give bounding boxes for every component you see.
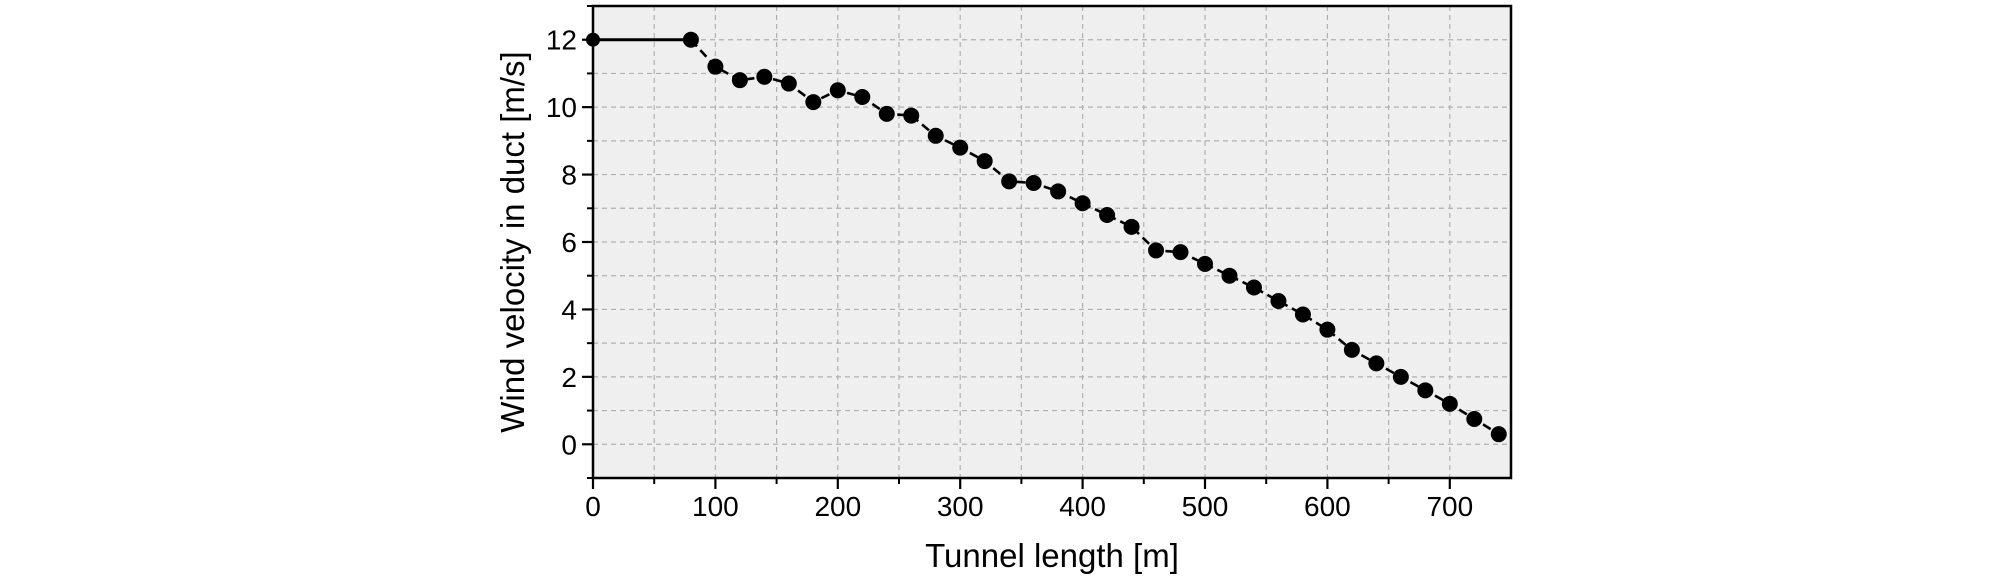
y-tick-label: 6	[561, 227, 577, 258]
x-tick-label: 400	[1059, 491, 1106, 522]
data-point	[731, 72, 748, 89]
data-point	[878, 105, 895, 122]
data-point	[1221, 267, 1238, 284]
data-point	[1025, 175, 1042, 191]
data-point	[952, 139, 969, 156]
y-tick-label: 10	[546, 92, 577, 123]
x-axis-title: Tunnel length [m]	[925, 537, 1179, 574]
series-dashed-segment	[689, 38, 1500, 436]
x-tick-label: 300	[937, 491, 984, 522]
data-point	[682, 31, 699, 48]
data-point	[756, 68, 773, 85]
grid-lines	[593, 6, 1511, 478]
data-point	[1099, 207, 1116, 224]
data-point	[1148, 242, 1165, 259]
data-point	[1050, 183, 1067, 200]
data-point	[780, 75, 797, 92]
data-point	[1245, 279, 1262, 296]
data-point	[927, 127, 944, 144]
data-point	[1319, 321, 1336, 338]
data-point	[1074, 195, 1091, 212]
x-tick-label: 200	[814, 491, 861, 522]
data-series	[586, 31, 1507, 443]
axes: 0 100 200 300 400 500 600 700 0 2 4 6 8 10 12	[546, 4, 1513, 522]
data-point	[1490, 426, 1507, 443]
data-point	[707, 58, 724, 75]
data-point	[1392, 368, 1409, 385]
data-point	[1441, 395, 1458, 412]
data-point	[1368, 355, 1385, 372]
data-point	[1417, 382, 1434, 399]
y-tick-label: 12	[546, 25, 577, 56]
x-tick-label: 100	[692, 491, 739, 522]
y-axis-title: Wind velocity in duct [m/s]	[494, 51, 531, 432]
data-point	[805, 94, 822, 111]
data-point	[1466, 411, 1483, 427]
x-tick-label: 500	[1182, 491, 1229, 522]
data-point	[1172, 244, 1189, 261]
data-point	[1343, 341, 1360, 358]
x-tick-label: 0	[585, 491, 601, 522]
x-tick-label: 700	[1426, 491, 1473, 522]
y-tick-label: 4	[561, 294, 577, 325]
data-point	[976, 153, 993, 170]
data-point	[1270, 293, 1287, 309]
y-tick-label: 2	[561, 362, 577, 393]
data-point	[586, 32, 600, 47]
data-point	[1001, 173, 1018, 190]
data-point	[829, 82, 846, 99]
x-tick-label: 600	[1304, 491, 1351, 522]
data-point	[903, 107, 920, 124]
data-point	[854, 89, 871, 106]
y-tick-label: 0	[561, 429, 577, 460]
data-point	[1294, 306, 1311, 323]
data-point	[1123, 218, 1140, 235]
y-tick-label: 8	[561, 160, 577, 191]
data-point	[1197, 255, 1213, 272]
